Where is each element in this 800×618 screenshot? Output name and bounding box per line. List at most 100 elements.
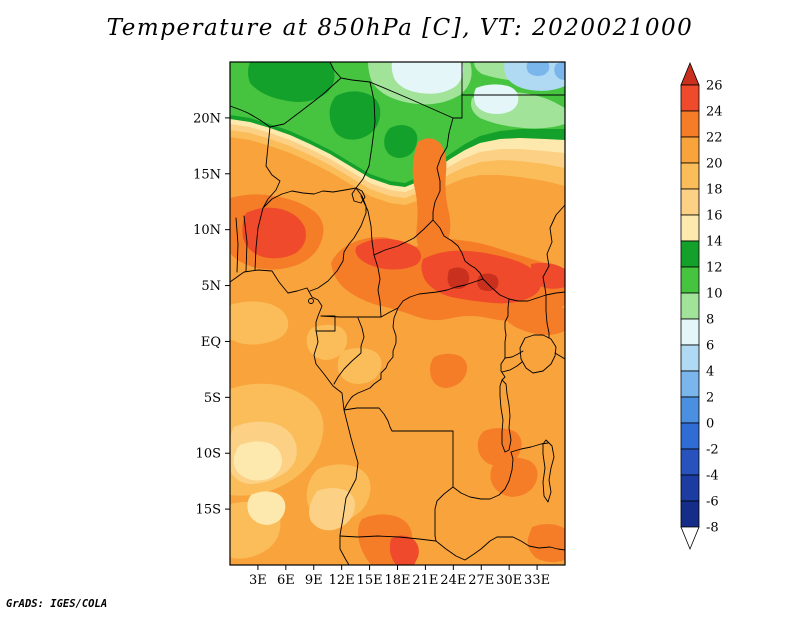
colorbar-band xyxy=(680,188,700,216)
colorbar-tick-label: 20 xyxy=(706,157,723,172)
lon-tick-label: 3E xyxy=(249,573,267,588)
lat-tick-label: 10N xyxy=(193,223,221,238)
border-zambezi-caprivi xyxy=(435,536,566,561)
lon-tick-label: 21E xyxy=(412,573,438,588)
border-burundi-tanzania xyxy=(501,361,523,373)
bioko-island-outline xyxy=(308,298,314,304)
temperature-field xyxy=(230,62,565,565)
colorbar-tick-label: 8 xyxy=(706,313,714,328)
border-car-cameroon xyxy=(373,254,382,318)
border-uganda-rwanda-drc xyxy=(500,298,510,381)
colorbar-tick-label: 0 xyxy=(706,417,714,432)
colorbar-tick-label: 12 xyxy=(706,261,723,276)
plot-title: Temperature at 850hPa [C], VT: 202002100… xyxy=(106,15,694,41)
lat-axis: 20N 15N 10N 5N EQ 5S 10S 15S xyxy=(193,111,230,518)
border-chad-car-west xyxy=(373,219,434,256)
field-paleblue-patch xyxy=(391,62,464,94)
colorbar-band xyxy=(680,240,700,268)
border-cameroon-congo xyxy=(320,307,399,318)
border-mali-niger-benin xyxy=(254,126,281,271)
border-chad-cameroon xyxy=(360,195,375,256)
lon-tick-label: 33E xyxy=(524,573,550,588)
field-14-16-patch xyxy=(247,491,286,525)
colorbar-band xyxy=(680,500,700,528)
border-sudan-ethiopia xyxy=(542,204,566,296)
colorbar-tick-label: 6 xyxy=(706,339,714,354)
border-angola-zambia xyxy=(434,486,454,542)
colorbar-band xyxy=(680,422,700,450)
lat-tick-label: 20N xyxy=(193,111,221,126)
colorbar-tick-label: -6 xyxy=(706,495,719,510)
colorbar-band xyxy=(680,162,700,190)
field-warm-22-24 xyxy=(527,524,565,563)
field-hottest-26plus xyxy=(477,273,499,291)
field-paleblue-patch xyxy=(474,84,519,114)
colorbar-tick-label: 4 xyxy=(706,365,714,380)
colorbar-band xyxy=(680,396,700,424)
colorbar-band xyxy=(680,84,700,112)
border-gabon-congo xyxy=(333,317,365,385)
colorbar-arrow-top xyxy=(680,61,700,86)
colorbar-band xyxy=(680,292,700,320)
colorbar-arrow-bottom xyxy=(680,526,700,551)
colorbar-tick-label: 26 xyxy=(706,79,723,94)
field-16-18-patch xyxy=(309,488,356,531)
lat-tick-label: 5N xyxy=(201,279,221,294)
colorbar-band xyxy=(680,110,700,138)
colorbar-tick-label: 10 xyxy=(706,287,723,302)
colorbar-tick-label: 22 xyxy=(706,131,723,146)
colorbar-tick-label: -4 xyxy=(706,469,719,484)
lat-tick-label: EQ xyxy=(201,335,221,350)
lon-tick-label: 15E xyxy=(357,573,383,588)
lon-axis: 3E 6E 9E 12E 15E 18E 21E 24E 27E 30E 33E xyxy=(249,565,550,588)
field-hot-24-26 xyxy=(530,262,565,289)
lake-malawi-outline xyxy=(542,439,555,503)
field-blue-spot xyxy=(554,62,565,80)
lat-tick-label: 5S xyxy=(204,391,221,406)
colorbar-band xyxy=(680,266,700,294)
lon-tick-label: 24E xyxy=(440,573,466,588)
colorbar-band xyxy=(680,136,700,164)
colorbar-tick-label: 18 xyxy=(706,183,723,198)
field-blue-spot xyxy=(526,62,550,76)
field-hottest-26plus xyxy=(447,267,470,289)
border-kenya-tanzania xyxy=(554,352,566,360)
colorbar-tick-label: -8 xyxy=(706,521,719,536)
field-hot-24-26 xyxy=(355,238,422,270)
border-chad-sudan xyxy=(432,117,454,221)
field-14-16-patch xyxy=(233,441,282,481)
field-warm-22-24 xyxy=(490,457,538,497)
colorbar-band xyxy=(680,474,700,502)
field-darkgreen-patch xyxy=(248,62,335,102)
border-car-drc xyxy=(397,278,484,309)
colorbar-tick-label: -2 xyxy=(706,443,719,458)
border-ghana-togo xyxy=(235,217,239,273)
field-lightblue-patch xyxy=(504,62,565,91)
border-equatorial-guinea xyxy=(315,315,336,332)
colorbar-band xyxy=(680,214,700,242)
field-darkgreen-patch xyxy=(329,91,381,140)
border-drc-angola xyxy=(343,407,454,432)
colorbar-tick-label: 2 xyxy=(706,391,714,406)
border-togo-benin xyxy=(243,215,248,272)
border-sudan-south xyxy=(482,278,566,302)
field-warm-22-24 xyxy=(430,353,468,388)
lat-tick-label: 15S xyxy=(196,503,221,518)
colorbar-band xyxy=(680,318,700,346)
field-18-20-patch xyxy=(230,301,289,345)
colorbar-band xyxy=(680,344,700,372)
lon-tick-label: 6E xyxy=(277,573,295,588)
field-18-20-patch xyxy=(337,348,382,384)
border-nigeria-niger xyxy=(262,187,357,209)
colorbar-tick-label: 24 xyxy=(706,105,723,120)
lat-tick-label: 10S xyxy=(196,447,221,462)
border-uganda-kenya xyxy=(545,294,550,339)
field-warm-22-24 xyxy=(502,299,565,335)
field-warm-22-24 xyxy=(412,138,451,255)
lat-tick-label: 15N xyxy=(193,167,221,182)
lake-tanganyika-outline xyxy=(499,379,512,453)
border-angola-namibia xyxy=(339,535,437,542)
colorbar-tick-label: 16 xyxy=(706,209,723,224)
